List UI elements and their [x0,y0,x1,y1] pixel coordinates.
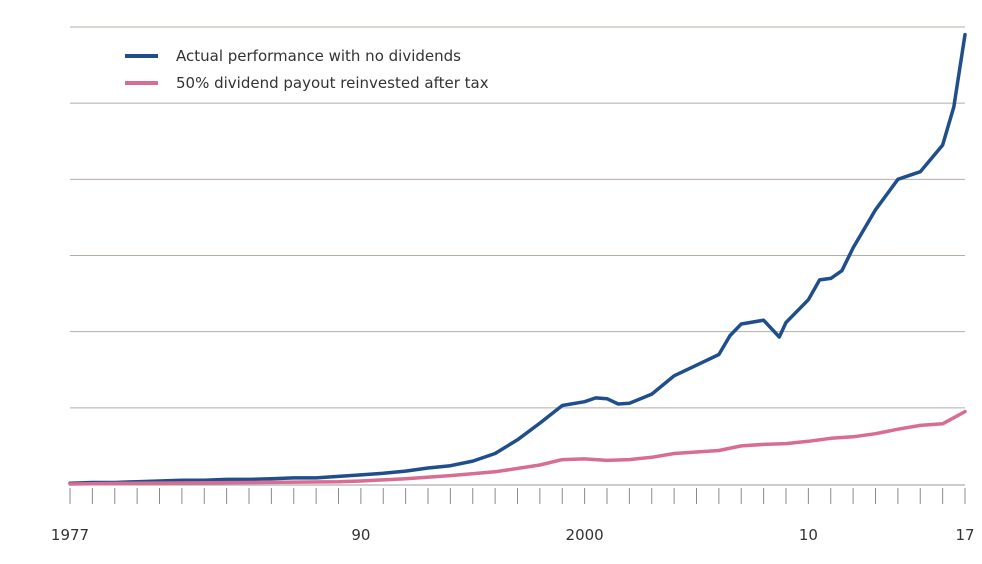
legend: Actual performance with no dividends 50%… [125,47,489,92]
legend-item-dividend-payout: 50% dividend payout reinvested after tax [125,74,489,92]
x-tick-label: 17 [955,526,974,544]
legend-label-actual-performance: Actual performance with no dividends [176,47,461,65]
x-tick-label: 1977 [51,526,89,544]
x-tick-label: 2000 [566,526,604,544]
x-axis-tick-labels: 1977 90 2000 10 17 [51,526,975,544]
x-tick-label: 10 [799,526,818,544]
legend-label-dividend-payout: 50% dividend payout reinvested after tax [176,74,489,92]
gridlines [70,26,965,409]
legend-item-actual-performance: Actual performance with no dividends [125,47,461,65]
series-line-actual-performance [68,32,967,485]
series-line-dividend-payout [68,409,967,486]
x-axis-ticks [69,488,966,504]
series-lines [68,32,967,486]
x-tick-label: 90 [351,526,370,544]
